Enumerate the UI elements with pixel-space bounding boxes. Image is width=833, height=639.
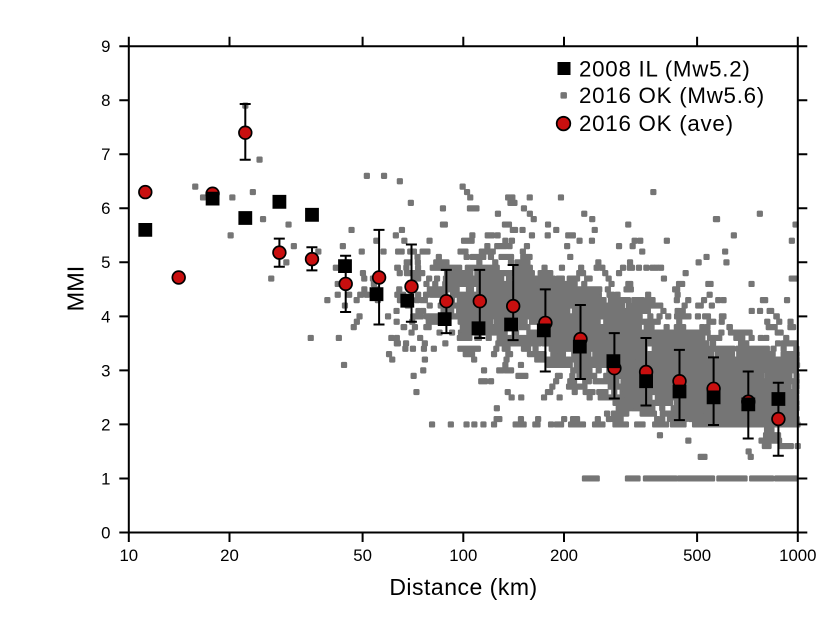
svg-text:6: 6: [101, 199, 110, 218]
svg-text:Distance (km): Distance (km): [389, 574, 537, 600]
svg-text:2016 OK (ave): 2016 OK (ave): [579, 111, 734, 136]
svg-text:3: 3: [101, 361, 110, 380]
svg-text:7: 7: [101, 145, 110, 164]
svg-text:2: 2: [101, 415, 110, 434]
svg-text:2008 IL (Mw5.2): 2008 IL (Mw5.2): [579, 56, 751, 81]
svg-text:2016 OK (Mw5.6): 2016 OK (Mw5.6): [579, 83, 765, 108]
svg-text:MMI: MMI: [63, 266, 89, 312]
svg-text:200: 200: [550, 546, 578, 565]
svg-text:100: 100: [449, 546, 477, 565]
svg-text:8: 8: [101, 91, 110, 110]
svg-text:4: 4: [101, 307, 110, 326]
svg-text:1000: 1000: [779, 546, 816, 565]
svg-text:50: 50: [353, 546, 372, 565]
svg-text:10: 10: [119, 546, 138, 565]
svg-text:9: 9: [101, 37, 110, 56]
svg-text:20: 20: [220, 546, 239, 565]
svg-text:0: 0: [101, 523, 110, 542]
svg-text:500: 500: [683, 546, 711, 565]
svg-text:5: 5: [101, 253, 110, 272]
svg-text:1: 1: [101, 469, 110, 488]
